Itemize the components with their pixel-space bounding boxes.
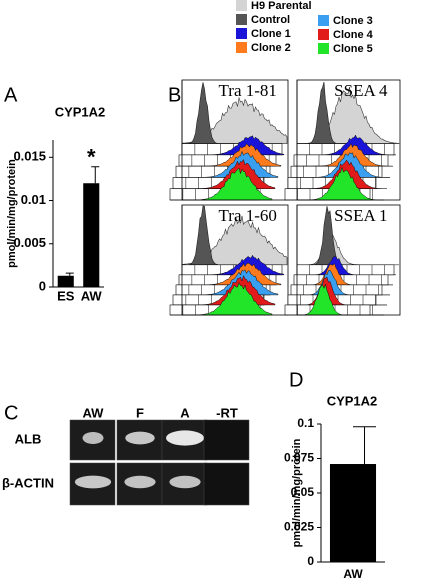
bar [83, 183, 100, 287]
legend-label: Control [251, 14, 290, 26]
error-bar [91, 166, 100, 184]
legend-swatch [318, 43, 329, 54]
y-tick-label: 0.1 [297, 416, 314, 430]
legend-label: H9 Parental [251, 0, 312, 12]
gel-lane-label: A [180, 405, 190, 420]
legend-swatch [318, 29, 329, 40]
flow-frame [181, 204, 289, 316]
flow-histogram: SSEA 1 [284, 204, 401, 316]
panel-label: D [289, 369, 303, 391]
gel-lane-label: F [136, 405, 144, 420]
y-tick-label: 0.01 [21, 192, 46, 207]
chart-title: CYP1A2 [327, 393, 378, 408]
gel-lane [203, 419, 250, 461]
gel-band [82, 432, 104, 444]
flow-title: SSEA 1 [334, 206, 387, 225]
gel-lane [203, 462, 250, 506]
gel-band [125, 431, 155, 445]
y-tick-label: 0.025 [284, 520, 314, 534]
flow-histogram: SSEA 4 [284, 79, 401, 201]
flow-histogram: Tra 1-60 [169, 204, 289, 316]
gel-lane-label: -RT [216, 405, 238, 420]
y-tick-label: 0 [307, 554, 314, 568]
legend-label: Clone 1 [251, 28, 291, 40]
legend-swatch [236, 28, 247, 39]
legend-label: Clone 5 [333, 43, 373, 55]
flow-frame [181, 79, 289, 201]
panel-label: A [4, 84, 18, 106]
panel-label: B [168, 84, 181, 106]
bar [57, 275, 74, 287]
chart-title: CYP1A2 [55, 104, 106, 119]
legend-label: Clone 4 [333, 29, 374, 41]
gel-band [169, 475, 201, 489]
flow-title: Tra 1-81 [219, 81, 277, 100]
legend-swatch [236, 14, 247, 25]
error-bar [65, 272, 74, 276]
panel-label: C [4, 402, 18, 424]
gel-band [74, 475, 112, 489]
bar [329, 464, 377, 562]
gel-row-label: β-ACTIN [2, 475, 54, 490]
y-tick-label: 0.075 [284, 451, 314, 465]
gel-lane-label: AW [83, 405, 105, 420]
legend-label: Clone 2 [251, 42, 291, 54]
legend-swatch [318, 15, 329, 26]
flow-title: Tra 1-60 [219, 206, 277, 225]
y-tick-label: 0 [39, 278, 46, 293]
x-tick-label: AW [81, 288, 103, 303]
y-tick-label: 0.05 [291, 485, 315, 499]
legend-label: Clone 3 [333, 15, 373, 27]
gel-band [166, 430, 204, 446]
flow-histogram: Tra 1-81 [169, 79, 289, 201]
gel-band [124, 475, 156, 489]
annotation: * [87, 145, 96, 170]
legend-swatch [236, 42, 247, 53]
flow-frame [296, 204, 401, 316]
flow-frame [296, 79, 401, 201]
y-axis-label: pmol/min/mg/protein [6, 159, 18, 268]
x-tick-label: AW [343, 567, 363, 581]
parental-histogram [297, 232, 399, 266]
error-bar [353, 426, 377, 465]
gel-row-label: ALB [15, 431, 42, 446]
y-axis-label: pmol/min/mg/protein [291, 438, 303, 547]
y-tick-label: 0.015 [13, 149, 46, 164]
legend-swatch [236, 0, 247, 11]
flow-title: SSEA 4 [334, 81, 388, 100]
x-tick-label: ES [57, 288, 75, 303]
y-tick-label: 0.005 [13, 235, 46, 250]
